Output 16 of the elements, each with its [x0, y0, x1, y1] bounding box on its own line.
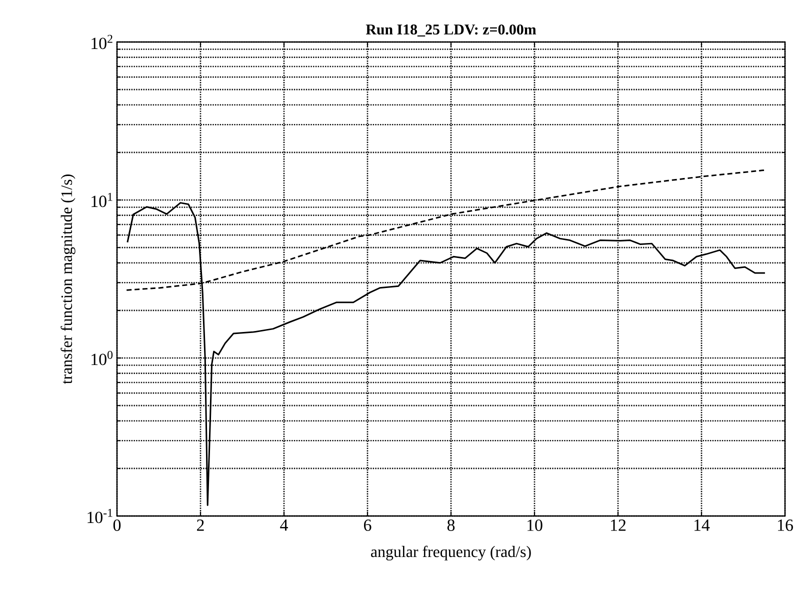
x-tick-label: 10 — [528, 520, 542, 531]
y-tick-label: 10$^{0}$ — [92, 350, 113, 366]
x-tick-label: 16 — [778, 520, 793, 531]
x-tick-label: 8 — [447, 520, 455, 531]
x-tick-label: 6 — [364, 520, 372, 531]
x-tick-label: 2 — [197, 520, 204, 531]
x-tick-label: 0 — [113, 520, 121, 531]
x-tick-label: 12 — [611, 520, 626, 531]
y-tick-label: 10$^{1}$ — [92, 192, 112, 208]
x-axis-title: angular frequency (rad/s) — [371, 546, 531, 560]
y-tick-label: 10$^{-1}$ — [88, 508, 112, 524]
x-tick-label: 14 — [694, 520, 710, 531]
y-tick-label: 10$^{2}$ — [92, 34, 112, 50]
x-tick-label: 4 — [280, 520, 288, 531]
y-axis-title: transfer function magnitude (1/s) — [60, 174, 76, 384]
chart-title: Run I18_25 LDV: z=0.00m — [366, 24, 536, 36]
